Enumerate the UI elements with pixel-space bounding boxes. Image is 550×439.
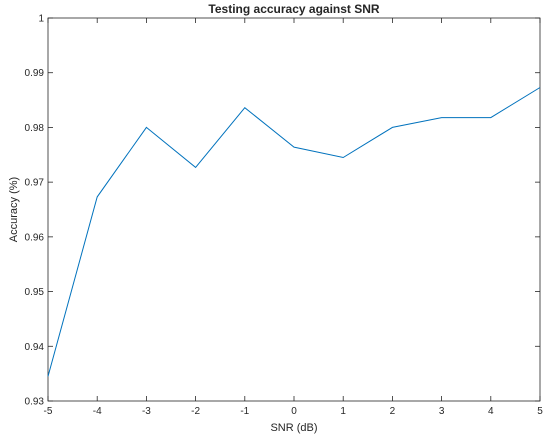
y-tick-label: 1	[38, 14, 44, 25]
data-point	[489, 116, 492, 119]
series-line	[47, 87, 541, 377]
plot-area	[47, 17, 541, 402]
data-point	[96, 195, 99, 198]
data-point	[194, 166, 197, 169]
x-tick-label: -4	[93, 406, 102, 417]
data-point	[243, 106, 246, 109]
x-tick-label: -1	[240, 406, 249, 417]
x-tick-label: 0	[291, 406, 297, 417]
x-axis-label: SNR (dB)	[270, 422, 317, 434]
x-tick-label: -3	[142, 406, 151, 417]
x-tick-label: 1	[340, 406, 346, 417]
data-point	[440, 116, 443, 119]
data-point	[391, 126, 394, 129]
x-tick-label: 5	[537, 406, 543, 417]
y-tick-label: 0.98	[25, 123, 45, 134]
data-point	[47, 375, 50, 378]
x-tick-label: 4	[488, 406, 494, 417]
x-tick-label: -5	[44, 406, 53, 417]
x-tick-label: 2	[390, 406, 396, 417]
x-tick-label: -2	[191, 406, 200, 417]
series-layer	[47, 86, 542, 378]
y-tick-label: 0.99	[25, 68, 45, 79]
x-tick-label: 3	[439, 406, 445, 417]
y-tick-label: 0.97	[25, 178, 45, 189]
data-point	[342, 156, 345, 159]
data-point	[293, 146, 296, 149]
y-axis-label: Accuracy (%)	[8, 177, 20, 242]
y-tick-label: 0.95	[25, 287, 45, 298]
y-tick-label: 0.96	[25, 232, 45, 243]
y-axis-ticks: 0.93 0.94 0.95 0.96 0.97 0.98 0.99 1	[25, 14, 540, 408]
data-point	[145, 126, 148, 129]
chart-title: Testing accuracy against SNR	[208, 2, 380, 16]
y-tick-label: 0.94	[25, 342, 45, 353]
x-axis-ticks: -5 -4 -3 -2 -1 0 1 2 3 4 5	[44, 18, 543, 417]
data-point	[539, 86, 542, 89]
y-tick-label: 0.93	[25, 397, 45, 408]
